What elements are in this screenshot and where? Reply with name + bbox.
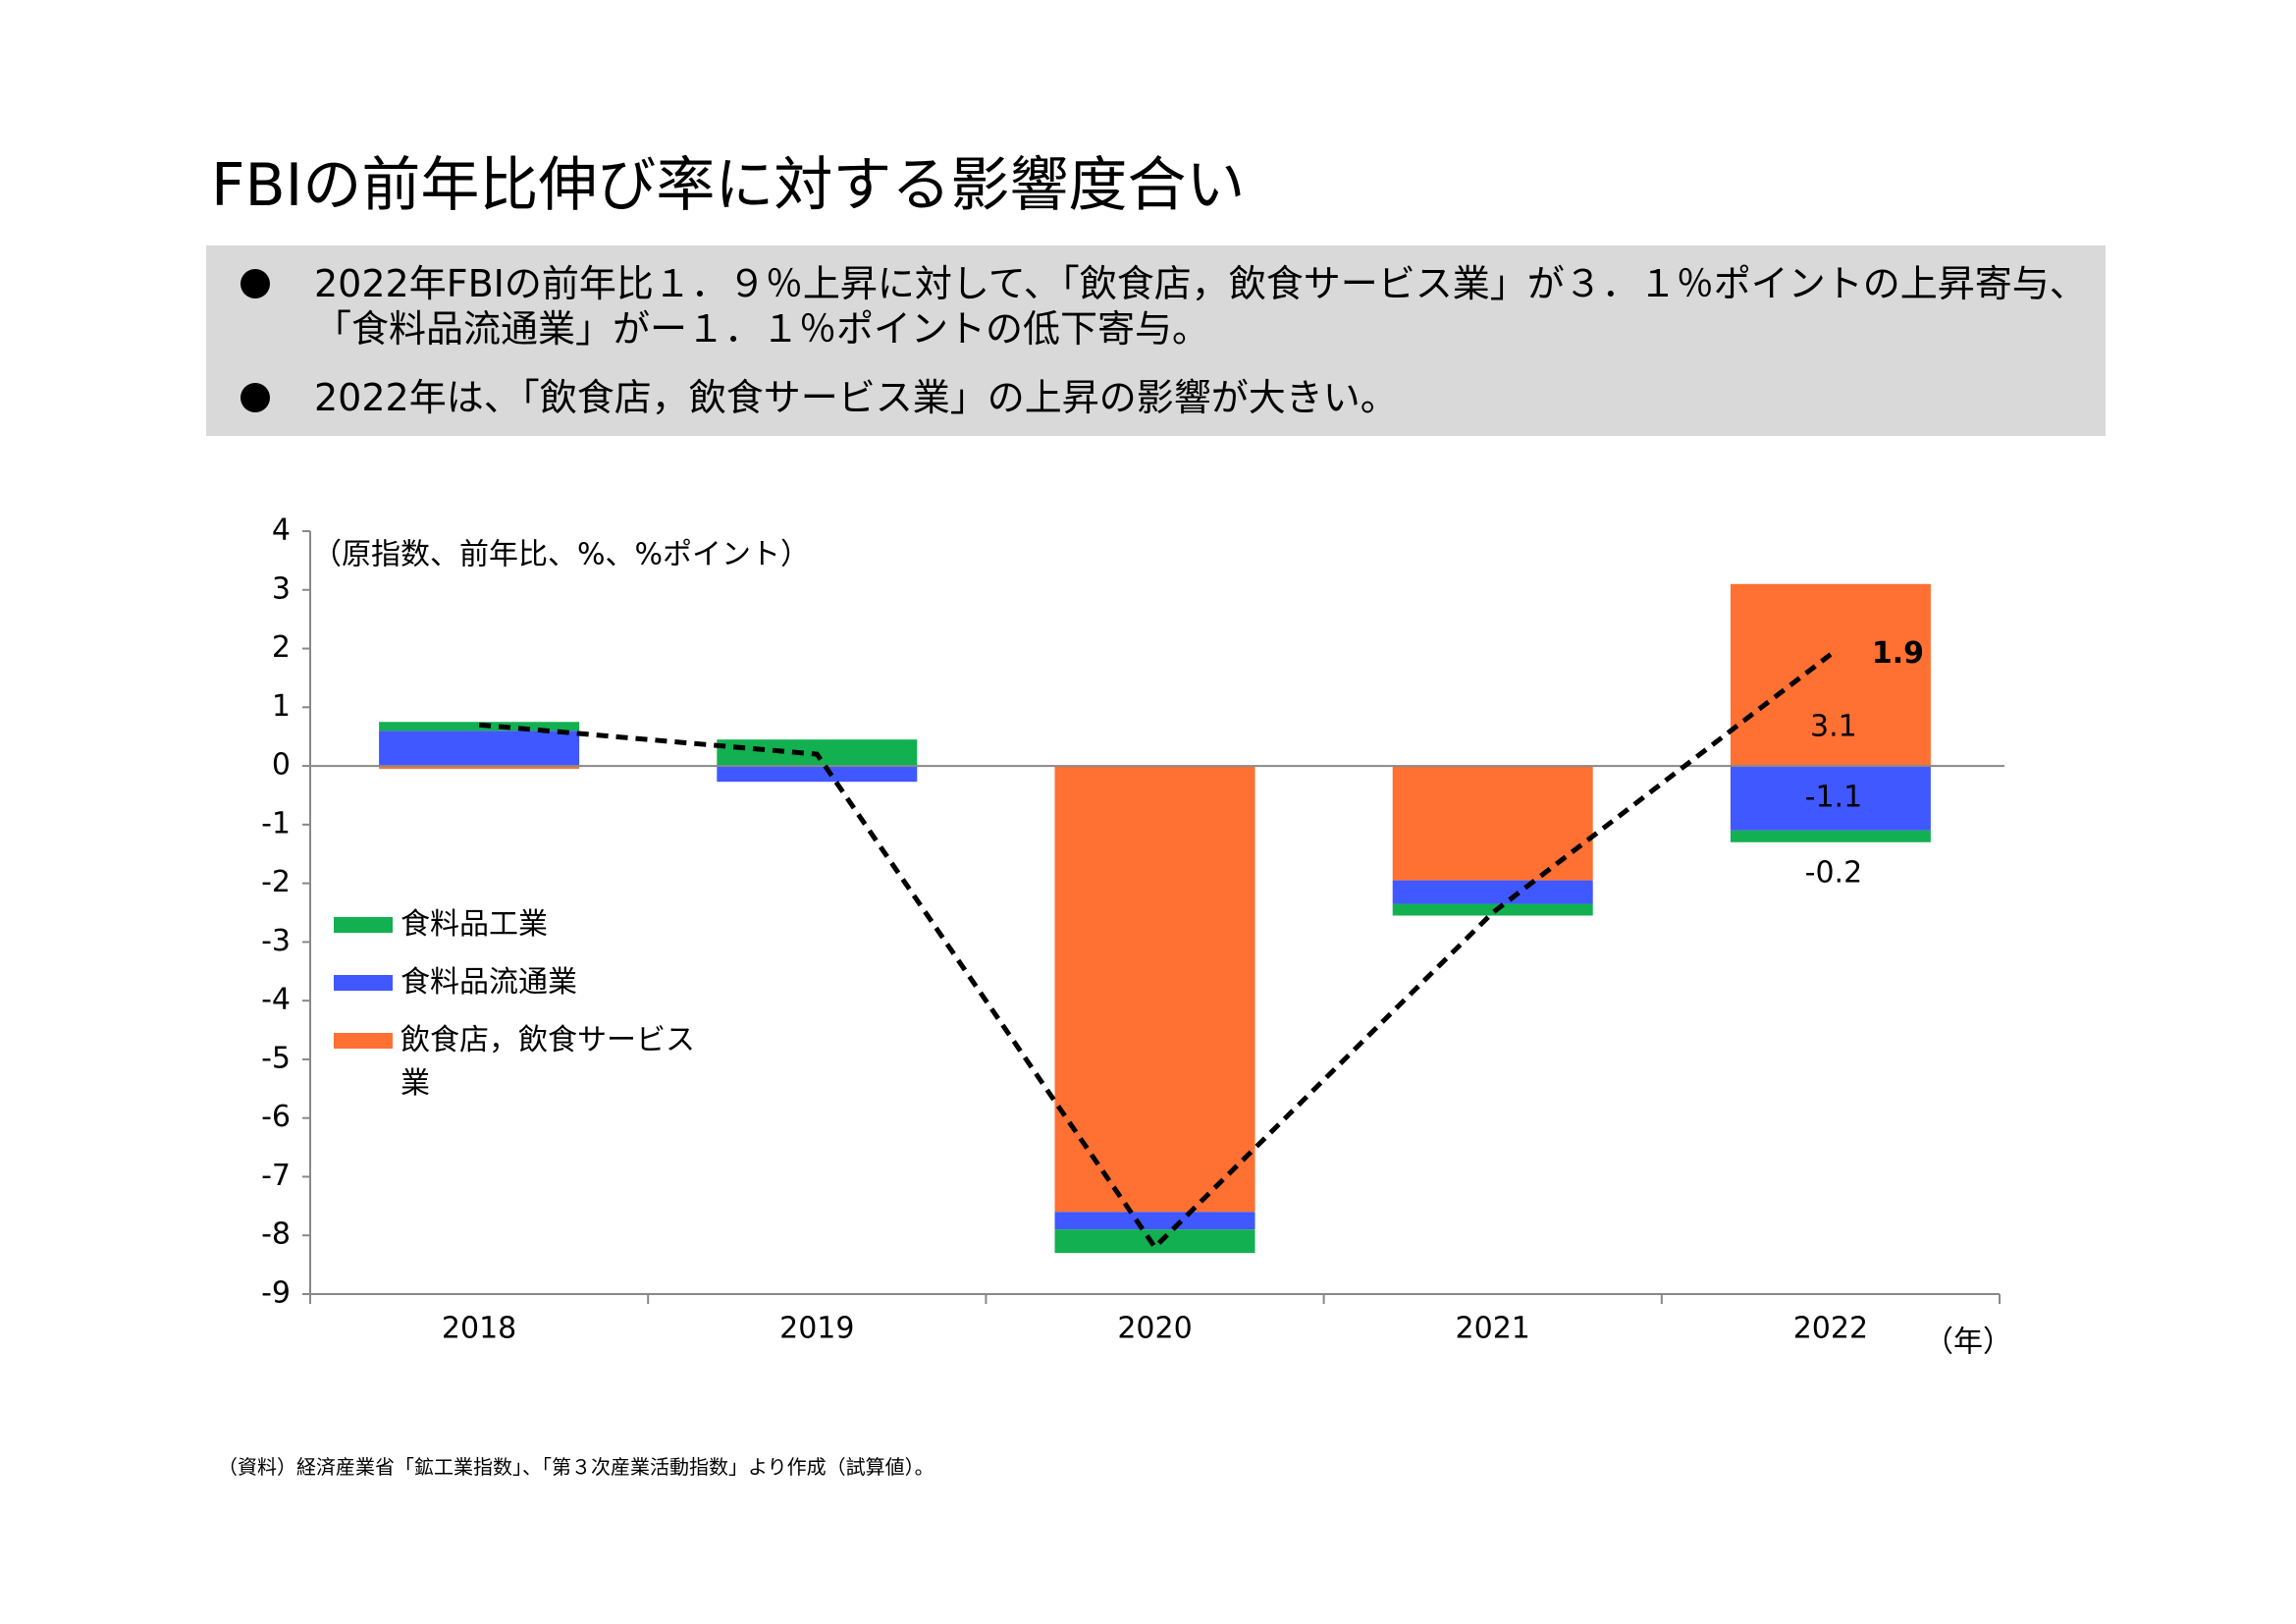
title: FBIの前年比伸び率に対する影響度合い	[211, 151, 1246, 220]
y-tick-label: -4	[261, 983, 291, 1017]
y-tick-label: -2	[261, 865, 291, 899]
legend-label: 食料品工業	[400, 907, 548, 942]
bar	[379, 731, 580, 767]
y-tick-label: 4	[272, 514, 291, 548]
legend-label: 飲食店，飲食サービス業	[400, 1023, 695, 1101]
x-tick-label: 2021	[1456, 1312, 1530, 1346]
bar	[1054, 766, 1255, 1213]
y-tick-label: 0	[272, 748, 291, 783]
legend-label: 食料品流通業	[400, 965, 577, 1000]
x-tick-label: 2018	[442, 1312, 516, 1346]
bullet-text: 2022年FBIの前年比１．９％上昇に対して、「飲食店，飲食サービス業」が３．１…	[314, 262, 2087, 351]
y-tick-label: -3	[261, 924, 291, 958]
bullet-dot	[240, 383, 270, 412]
legend-item: 食料品工業	[334, 903, 705, 947]
legend-swatch	[334, 975, 393, 991]
total-line	[478, 652, 1833, 1252]
y-tick-label: -8	[261, 1218, 291, 1252]
bar	[1730, 583, 1931, 767]
bar	[379, 766, 580, 770]
footnote: （資料）経済産業省「鉱工業指数」、「第３次産業活動指数」より作成（試算値）。	[218, 1455, 934, 1479]
total-label: 1.9	[1872, 636, 1924, 671]
legend: 食料品工業食料品流通業飲食店，飲食サービス業	[334, 903, 746, 1120]
bar	[1392, 880, 1593, 904]
data-label: -1.1	[1805, 780, 1863, 814]
y-unit-label: （原指数、前年比、%、%ポイント）	[312, 538, 810, 572]
bullet-dot	[240, 269, 270, 298]
bar	[1054, 1229, 1255, 1254]
x-tick-label: 2020	[1117, 1312, 1192, 1346]
y-tick-label: 2	[272, 630, 291, 665]
y-tick-label: -1	[261, 806, 291, 840]
summary-box: 2022年FBIの前年比１．９％上昇に対して、「飲食店，飲食サービス業」が３．１…	[206, 245, 2106, 436]
bar	[1392, 766, 1593, 881]
y-tick-label: 1	[272, 689, 291, 724]
y-tick-label: 3	[272, 571, 291, 606]
y-tick-label: -9	[261, 1276, 291, 1311]
legend-item: 食料品流通業	[334, 961, 705, 1004]
x-unit-label: （年）	[1924, 1326, 2012, 1360]
legend-swatch	[334, 917, 393, 933]
bar	[717, 766, 918, 783]
bar	[1730, 766, 1931, 831]
bar	[1730, 830, 1931, 842]
bullet-text: 2022年は、「飲食店，飲食サービス業」の上昇の影響が大きい。	[314, 376, 1398, 419]
x-tick-label: 2022	[1793, 1312, 1868, 1346]
y-tick-label: -5	[261, 1041, 291, 1075]
legend-item: 飲食店，飲食サービス業	[334, 1019, 705, 1106]
x-tick-label: 2019	[779, 1312, 854, 1346]
bar	[1054, 1212, 1255, 1230]
y-tick-label: -7	[261, 1159, 291, 1193]
legend-swatch	[334, 1033, 393, 1049]
data-label: -0.2	[1805, 855, 1863, 890]
y-tick-label: -6	[261, 1100, 291, 1134]
data-label: 3.1	[1810, 710, 1857, 744]
